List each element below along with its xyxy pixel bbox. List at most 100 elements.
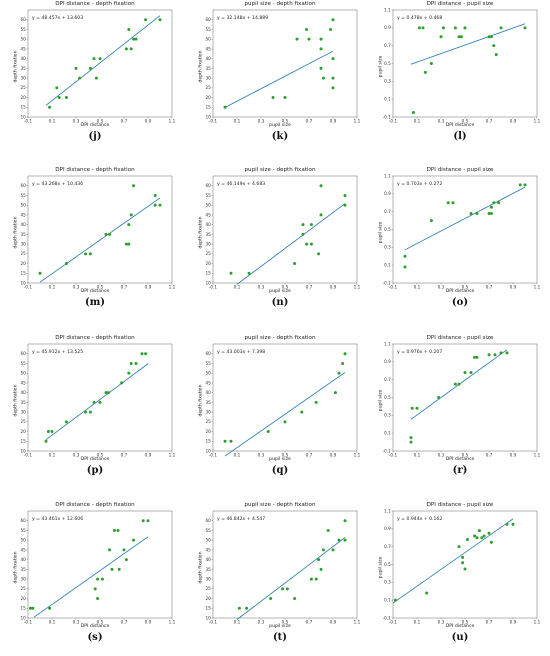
data-point: [469, 371, 473, 375]
data-point: [140, 352, 144, 356]
y-tick-label: 55: [20, 361, 26, 366]
y-tick-label: 0.1: [384, 97, 391, 102]
panel-caption: (o): [451, 297, 469, 308]
y-tick-label: 50: [205, 37, 211, 42]
data-point: [93, 587, 97, 591]
data-point: [441, 26, 445, 30]
x-tick-label: 0.3: [73, 453, 80, 458]
y-tick-label: 50: [205, 371, 211, 376]
data-point: [425, 591, 429, 595]
data-point: [417, 26, 421, 30]
y-tick-label: 40: [205, 56, 211, 61]
data-point: [480, 536, 484, 540]
y-tick-label: 60: [205, 183, 211, 188]
panel-caption: (q): [271, 465, 289, 476]
x-tick-label: -0.1: [209, 620, 218, 625]
x-tick-label: 0.3: [73, 285, 80, 290]
data-point: [317, 252, 321, 256]
data-point: [127, 371, 131, 375]
y-axis-label: depth fixation: [13, 50, 19, 83]
data-point: [337, 538, 341, 542]
y-tick-label: 25: [20, 586, 26, 591]
data-point: [50, 430, 54, 434]
y-tick-label: 0.9: [384, 526, 391, 531]
data-point: [124, 558, 128, 562]
y-tick-label: 20: [20, 429, 26, 434]
x-tick-label: -0.1: [24, 620, 33, 625]
y-tick-label: 15: [20, 271, 26, 276]
y-tick-label: 0.7: [384, 377, 391, 382]
y-tick-label: 15: [20, 606, 26, 611]
y-tick-label: 20: [205, 95, 211, 100]
plot-frame: [27, 175, 173, 284]
data-point: [453, 382, 457, 386]
x-tick-label: 0.3: [73, 119, 80, 124]
data-point: [96, 597, 100, 601]
data-point: [319, 66, 323, 70]
panel-caption: (l): [453, 131, 467, 142]
data-point: [457, 545, 461, 549]
data-point: [331, 57, 335, 61]
data-point: [129, 213, 133, 217]
fit-line: [45, 15, 161, 106]
data-point: [229, 271, 233, 275]
y-axis-label: pupil size: [378, 389, 384, 412]
chart-title: DPI distance - depth fixation: [55, 502, 135, 508]
y-tick-label: 0.3: [384, 245, 391, 250]
data-point: [331, 76, 335, 80]
y-tick-label: 10: [20, 615, 26, 620]
chart-panel: -0.1 0.1 0.3 0.5 0.7 0.9 1.1 -0.1 0.1 0.3 0.5 0.7 0.…: [375, 167, 545, 310]
x-tick-label: 0.1: [414, 453, 421, 458]
x-tick-label: 0.7: [121, 453, 128, 458]
x-tick-label: 0.3: [73, 620, 80, 625]
panel-caption: (u): [451, 632, 469, 643]
x-tick-label: 0.3: [438, 119, 445, 124]
y-tick-label: 25: [205, 586, 211, 591]
x-tick-label: -0.1: [209, 285, 218, 290]
y-tick-label: 35: [205, 232, 211, 237]
data-point: [423, 70, 427, 74]
x-tick-label: 1.1: [354, 453, 361, 458]
data-point: [393, 598, 397, 602]
data-point: [223, 439, 227, 443]
data-point: [271, 96, 275, 100]
data-point: [48, 105, 52, 109]
plot-frame: [27, 9, 173, 118]
data-point: [122, 548, 126, 552]
x-tick-label: 0.5: [282, 453, 289, 458]
fit-line: [39, 197, 161, 283]
chart-panel: -0.1 0.1 0.3 0.5 0.7 0.9 1.1 10 15 20 25 30 35 40 45 50…: [195, 167, 365, 310]
y-tick-label: -0.1: [383, 448, 392, 453]
y-axis-label: pupil size: [378, 556, 384, 579]
scatter-plot: -0.1 0.1 0.3 0.5 0.7 0.9 1.1 10 15 20 25 30 35 40 45 50…: [205, 9, 361, 124]
data-point: [127, 242, 131, 246]
x-tick-label: 0.5: [282, 119, 289, 124]
data-point: [326, 528, 330, 532]
chart-title: DPI distance - pupil size: [426, 1, 494, 7]
data-point: [108, 548, 112, 552]
y-tick-label: 25: [205, 85, 211, 90]
plot-frame: [27, 343, 173, 452]
y-tick-label: 40: [20, 56, 26, 61]
data-point: [319, 47, 323, 51]
fit-line: [33, 536, 149, 618]
data-point: [28, 606, 32, 610]
x-axis-label: DPI distance: [445, 289, 475, 294]
y-axis-label: depth fixation: [13, 216, 19, 249]
chart-title: pupil size - depth fixation: [244, 335, 316, 341]
data-point: [429, 62, 433, 65]
data-point: [461, 561, 465, 565]
data-point: [144, 352, 148, 356]
scatter-plot: -0.1 0.1 0.3 0.5 0.7 0.9 1.1 10 15 20 25 30 35 40 45 50…: [20, 175, 176, 290]
fit-equation: y = 43.461x + 12.606: [32, 517, 84, 522]
x-tick-label: 0.5: [97, 620, 104, 625]
x-tick-label: 0.7: [121, 119, 128, 124]
x-tick-label: 0.1: [49, 453, 56, 458]
data-point: [300, 410, 304, 414]
y-tick-label: 40: [20, 390, 26, 395]
data-point: [88, 410, 92, 414]
data-point: [437, 396, 441, 399]
scatter-plot: -0.1 0.1 0.3 0.5 0.7 0.9 1.1 10 15 20 25 30 35 40 45 50…: [20, 510, 176, 625]
y-tick-label: 15: [205, 606, 211, 611]
fit-line: [392, 518, 514, 604]
